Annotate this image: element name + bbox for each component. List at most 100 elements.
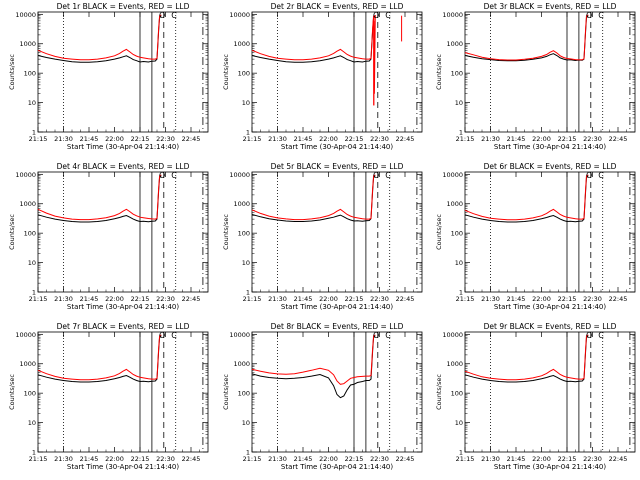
y-tick-label: 10: [28, 259, 36, 267]
y-tick-label: 1000: [233, 200, 250, 208]
x-tick-label: 22:30: [370, 455, 389, 463]
y-tick-label: 10000: [229, 331, 250, 339]
x-tick-label: 22:45: [609, 295, 628, 303]
x-tick-label: 22:15: [558, 455, 577, 463]
x-tick-label: 22:30: [583, 455, 602, 463]
y-tick-label: 1000: [446, 200, 463, 208]
marker-o: O: [586, 11, 592, 20]
lld-series-line: [251, 14, 376, 106]
x-axis-label: Start Time (30-Apr-04 21:14:40): [494, 303, 606, 311]
x-tick-label: 22:00: [319, 455, 338, 463]
x-tick-label: 21:30: [268, 295, 287, 303]
y-axis-label: Counts/sec: [8, 54, 16, 90]
y-tick-label: 100: [238, 230, 250, 238]
x-tick-label: 21:45: [80, 455, 99, 463]
marker-o: O: [159, 11, 165, 20]
x-tick-label: 21:45: [80, 135, 99, 143]
y-tick-label: 1: [246, 449, 250, 457]
y-tick-label: 1: [246, 289, 250, 297]
x-tick-label: 22:45: [609, 455, 628, 463]
x-tick-label: 21:30: [481, 295, 500, 303]
y-tick-label: 1000: [19, 40, 36, 48]
y-axis-label: Counts/sec: [8, 374, 16, 410]
y-tick-label: 10: [455, 99, 463, 107]
marker-c: C: [385, 331, 391, 340]
x-tick-label: 21:15: [456, 455, 475, 463]
y-tick-label: 10000: [15, 171, 36, 179]
y-tick-label: 1000: [233, 360, 250, 368]
chart-title: Det 2r BLACK = Events, RED = LLD: [271, 2, 404, 11]
x-tick-label: 21:15: [29, 135, 48, 143]
x-tick-label: 22:30: [156, 135, 175, 143]
x-tick-label: 22:00: [319, 135, 338, 143]
y-tick-label: 100: [24, 70, 36, 78]
x-tick-label: 22:45: [182, 295, 201, 303]
x-tick-label: 22:15: [345, 135, 364, 143]
marker-c: C: [385, 171, 391, 180]
lld-series-line: [37, 14, 162, 61]
y-tick-label: 10: [242, 99, 250, 107]
y-axis-label: Counts/sec: [222, 54, 230, 90]
lld-series-line: [251, 334, 376, 385]
marker-c: C: [598, 11, 604, 20]
x-tick-label: 22:15: [558, 135, 577, 143]
x-tick-label: 22:00: [532, 295, 551, 303]
chart-title: Det 3r BLACK = Events, RED = LLD: [484, 2, 617, 11]
y-tick-label: 100: [24, 390, 36, 398]
x-tick-label: 22:00: [105, 295, 124, 303]
y-tick-label: 10: [242, 259, 250, 267]
x-tick-label: 21:15: [243, 135, 262, 143]
x-tick-label: 22:15: [345, 455, 364, 463]
y-axis-label: Counts/sec: [222, 214, 230, 250]
y-tick-label: 1: [459, 289, 463, 297]
y-tick-label: 10000: [442, 331, 463, 339]
y-tick-label: 1000: [446, 40, 463, 48]
marker-c: C: [171, 11, 177, 20]
y-tick-label: 10000: [15, 11, 36, 19]
y-tick-label: 100: [24, 230, 36, 238]
y-tick-label: 100: [238, 70, 250, 78]
x-tick-label: 21:45: [294, 135, 313, 143]
events-series-line: [37, 15, 162, 63]
x-tick-label: 21:15: [29, 455, 48, 463]
y-tick-label: 1: [459, 129, 463, 137]
marker-c: C: [598, 331, 604, 340]
chart-title: Det 7r BLACK = Events, RED = LLD: [57, 322, 190, 331]
x-axis-label: Start Time (30-Apr-04 21:14:40): [67, 463, 179, 471]
y-axis-label: Counts/sec: [435, 54, 443, 90]
x-tick-label: 22:30: [583, 295, 602, 303]
panel-1: Det 1r BLACK = Events, RED = LLD 1 10 100 10…: [8, 2, 209, 151]
x-axis-label: Start Time (30-Apr-04 21:14:40): [281, 463, 393, 471]
y-tick-label: 1: [32, 129, 36, 137]
events-series-line: [37, 175, 162, 223]
x-tick-label: 22:15: [558, 295, 577, 303]
marker-o: O: [373, 11, 379, 20]
lld-series-line: [37, 174, 162, 221]
x-tick-label: 22:00: [105, 455, 124, 463]
x-axis-label: Start Time (30-Apr-04 21:14:40): [281, 143, 393, 151]
panel-2: Det 2r BLACK = Events, RED = LLD 1 10 100 10…: [222, 2, 423, 151]
y-tick-label: 10: [242, 419, 250, 427]
x-tick-label: 21:15: [456, 135, 475, 143]
x-tick-label: 21:30: [268, 455, 287, 463]
y-tick-label: 10: [455, 419, 463, 427]
y-tick-label: 10000: [15, 331, 36, 339]
x-tick-label: 22:45: [396, 295, 415, 303]
x-tick-label: 22:45: [182, 455, 201, 463]
x-tick-label: 21:45: [507, 135, 526, 143]
marker-o: O: [586, 171, 592, 180]
y-tick-label: 1000: [233, 40, 250, 48]
x-tick-label: 22:30: [156, 455, 175, 463]
x-tick-label: 22:15: [131, 295, 150, 303]
events-series-line: [464, 15, 589, 62]
events-series-line: [464, 175, 589, 223]
x-tick-label: 21:30: [54, 295, 73, 303]
x-tick-label: 21:45: [294, 455, 313, 463]
y-tick-label: 10: [455, 259, 463, 267]
marker-o: O: [373, 171, 379, 180]
x-axis-label: Start Time (30-Apr-04 21:14:40): [494, 143, 606, 151]
chart-title: Det 8r BLACK = Events, RED = LLD: [271, 322, 404, 331]
x-tick-label: 21:30: [54, 135, 73, 143]
marker-o: O: [159, 171, 165, 180]
